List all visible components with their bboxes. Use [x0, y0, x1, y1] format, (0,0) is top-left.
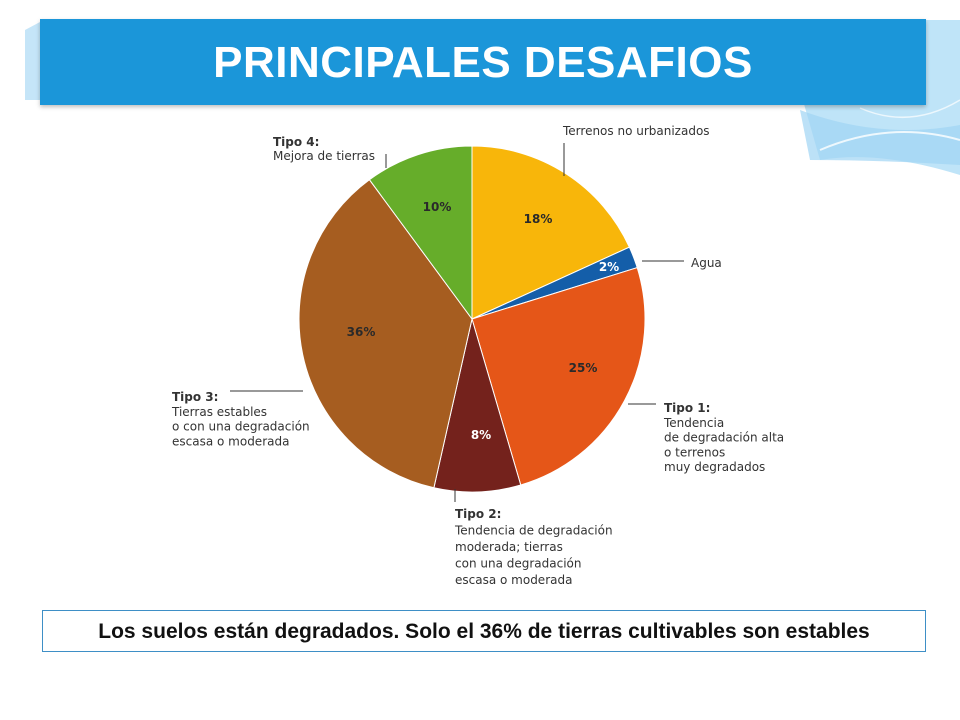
slice-category-label: Tipo 1: Tendencia de degradación alta o ter…: [663, 401, 784, 474]
caption-box: Los suelos están degradados. Solo el 36%…: [42, 610, 926, 652]
pie-slice: [368, 145, 473, 321]
slice-category-label: Tipo 2: Tendencia de degradación moderada;…: [454, 507, 613, 587]
slide-title: PRINCIPALES DESAFIOS: [213, 38, 753, 87]
slice-percent-label: 36%: [347, 325, 376, 339]
slice-category-label: Tipo 3: Tierras estables o con una degrada…: [171, 390, 310, 448]
slice-percent-label: 8%: [471, 428, 491, 442]
slice-percent-label: 2%: [599, 260, 619, 274]
slice-percent-label: 25%: [569, 361, 598, 375]
pie-slice: [471, 145, 631, 320]
pie-slice: [298, 178, 473, 489]
slice-percent-label: 18%: [524, 212, 553, 226]
slice-percent-label: 10%: [423, 200, 452, 214]
pie-slice: [471, 267, 646, 486]
title-bar: PRINCIPALES DESAFIOS: [40, 19, 926, 105]
pie-slice: [433, 317, 522, 493]
slice-category-label: Tipo 4: Mejora de tierras: [273, 135, 375, 163]
slice-category-label: Agua: [691, 256, 722, 270]
pie-chart: 18% Terrenos no urbanizados 2% Agua 25% Tipo …: [171, 124, 784, 587]
caption-text: Los suelos están degradados. Solo el 36%…: [98, 620, 870, 643]
slice-category-label: Terrenos no urbanizados: [562, 124, 710, 138]
